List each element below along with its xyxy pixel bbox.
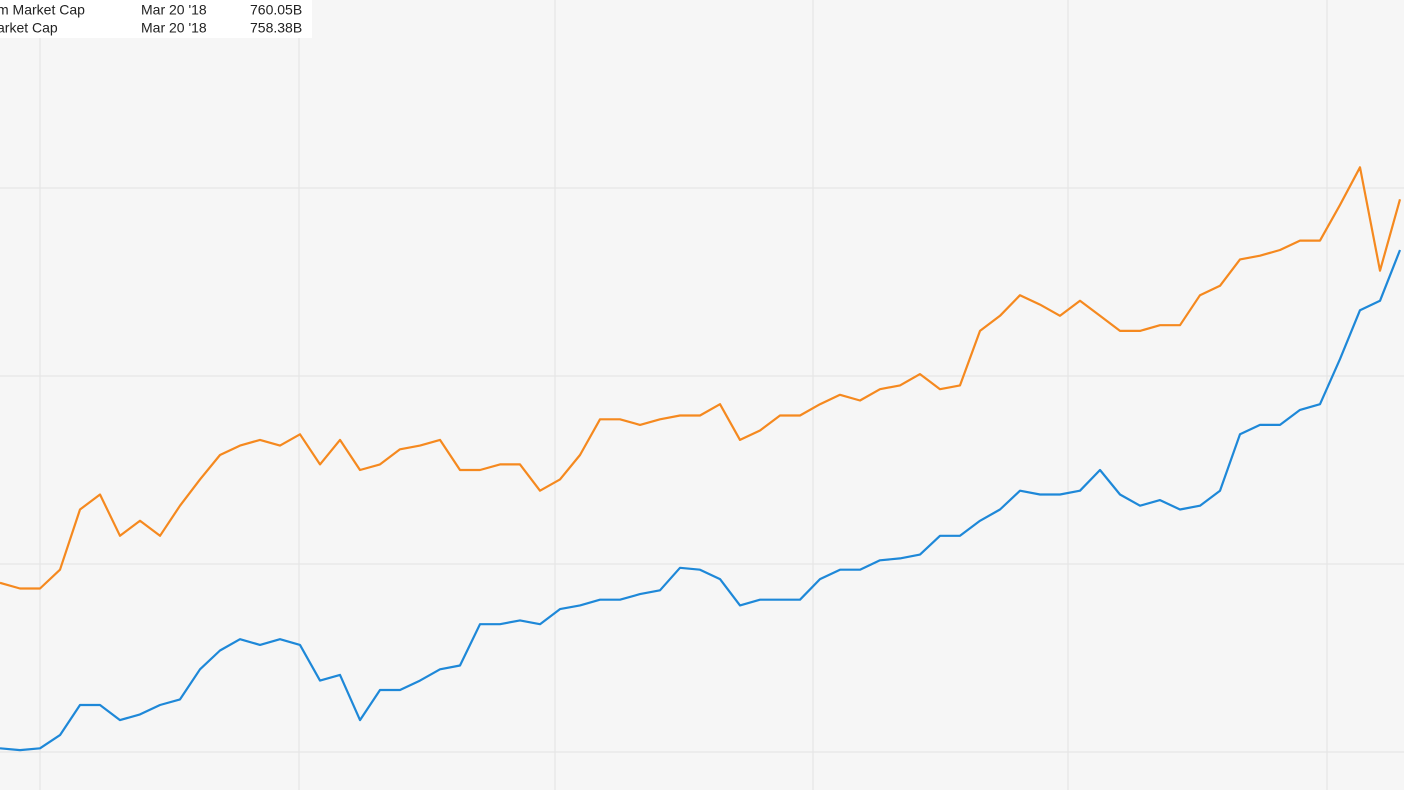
data-line (0, 166, 1402, 590)
legend-value: 760.05B (250, 2, 302, 18)
legend-box (0, 0, 312, 38)
legend: m Market Cap Mar 20 '18 760.05B arket Cap Ma… (0, 2, 302, 36)
legend-date: Mar 20 '18 (141, 20, 207, 36)
legend-label: arket Cap (0, 20, 58, 36)
legend-label: m Market Cap (0, 2, 85, 18)
legend-date: Mar 20 '18 (141, 2, 207, 18)
data-line (0, 249, 1402, 752)
lines (0, 166, 1402, 752)
legend-value: 758.38B (250, 20, 302, 36)
